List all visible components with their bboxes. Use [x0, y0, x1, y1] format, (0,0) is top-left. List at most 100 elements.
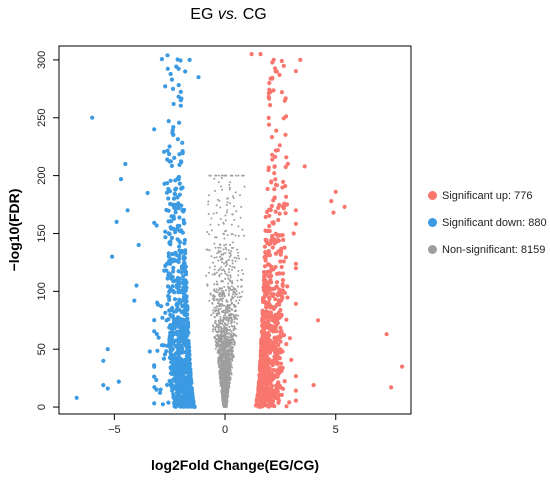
point-up-outlier: [331, 210, 336, 215]
point-non-significant: [216, 345, 218, 348]
point-up: [273, 251, 279, 256]
point-down: [182, 336, 188, 341]
point-up: [263, 337, 268, 342]
point-non-significant: [225, 360, 228, 363]
point-non-significant: [228, 186, 231, 189]
point-up: [274, 284, 279, 289]
point-down: [182, 375, 187, 380]
point-down: [168, 159, 173, 164]
point-up: [273, 231, 278, 236]
point-non-significant: [219, 373, 222, 376]
point-up: [279, 249, 284, 254]
point-non-significant: [210, 314, 213, 317]
point-non-significant: [226, 201, 229, 204]
point-down: [175, 237, 180, 242]
point-down: [185, 404, 190, 409]
point-non-significant: [218, 295, 221, 298]
point-non-significant: [224, 272, 227, 275]
point-non-significant: [221, 322, 224, 325]
point-up: [273, 154, 278, 159]
point-non-significant: [215, 256, 218, 259]
point-non-significant: [219, 344, 222, 346]
point-non-significant: [222, 328, 225, 330]
point-non-significant: [227, 389, 230, 392]
point-non-significant: [215, 283, 218, 286]
point-up: [281, 259, 286, 264]
point-non-significant: [223, 363, 225, 366]
point-down: [152, 318, 157, 323]
point-non-significant: [227, 282, 230, 285]
point-up: [273, 209, 278, 214]
point-up: [276, 301, 281, 306]
point-non-significant: [232, 329, 235, 332]
point-down: [161, 356, 166, 361]
point-non-significant: [230, 320, 233, 322]
point-non-significant: [222, 291, 225, 294]
point-non-significant: [240, 285, 243, 288]
point-non-significant: [219, 291, 222, 294]
point-up: [293, 398, 298, 403]
point-up: [257, 374, 262, 379]
y-tick-label: 300: [36, 51, 48, 69]
point-non-significant: [223, 337, 226, 340]
point-non-significant: [236, 318, 238, 320]
point-down: [182, 263, 187, 268]
point-up: [284, 342, 289, 347]
point-non-significant: [218, 335, 221, 338]
point-down: [173, 210, 178, 215]
point-up: [277, 211, 282, 216]
point-non-significant: [227, 382, 230, 385]
point-down: [184, 326, 189, 331]
point-non-significant: [230, 355, 233, 357]
point-up: [257, 391, 262, 397]
point-non-significant: [221, 280, 224, 282]
point-non-significant: [217, 311, 220, 314]
point-up: [268, 398, 273, 403]
point-down-outlier: [116, 379, 121, 384]
point-non-significant: [225, 400, 228, 403]
point-non-significant: [220, 303, 223, 305]
point-non-significant: [233, 317, 236, 320]
point-up: [269, 179, 274, 184]
point-up: [281, 179, 286, 184]
point-up-outlier: [315, 318, 321, 323]
point-up: [278, 339, 283, 344]
point-non-significant: [225, 367, 228, 370]
point-down: [177, 181, 182, 186]
point-down: [169, 345, 174, 350]
point-down: [152, 220, 157, 225]
point-non-significant: [235, 210, 238, 213]
point-non-significant: [216, 314, 218, 317]
point-down: [167, 297, 172, 302]
point-non-significant: [219, 250, 222, 253]
point-up: [278, 361, 284, 366]
point-up-outlier: [384, 332, 389, 337]
point-non-significant: [238, 292, 241, 295]
point-up: [266, 376, 271, 381]
point-down: [166, 219, 171, 224]
point-non-significant: [228, 289, 231, 292]
point-non-significant: [217, 319, 220, 322]
point-non-significant: [224, 403, 227, 406]
point-up: [266, 300, 271, 305]
point-non-significant: [243, 234, 245, 237]
point-up: [293, 208, 298, 213]
point-non-significant: [241, 290, 244, 293]
point-down: [178, 58, 183, 63]
point-up: [265, 323, 270, 328]
point-non-significant: [219, 303, 221, 305]
point-up: [267, 369, 272, 374]
point-non-significant: [238, 299, 241, 302]
point-down: [173, 338, 178, 343]
point-non-significant: [237, 274, 240, 277]
point-down: [178, 103, 183, 108]
legend-label-up: Significant up: 776: [442, 189, 533, 202]
point-non-significant: [225, 243, 228, 246]
point-down: [176, 348, 181, 353]
point-non-significant: [228, 326, 231, 328]
point-non-significant: [237, 254, 240, 257]
point-down: [187, 361, 192, 366]
point-non-significant: [225, 289, 227, 292]
point-up: [260, 318, 265, 323]
point-down: [166, 119, 171, 124]
